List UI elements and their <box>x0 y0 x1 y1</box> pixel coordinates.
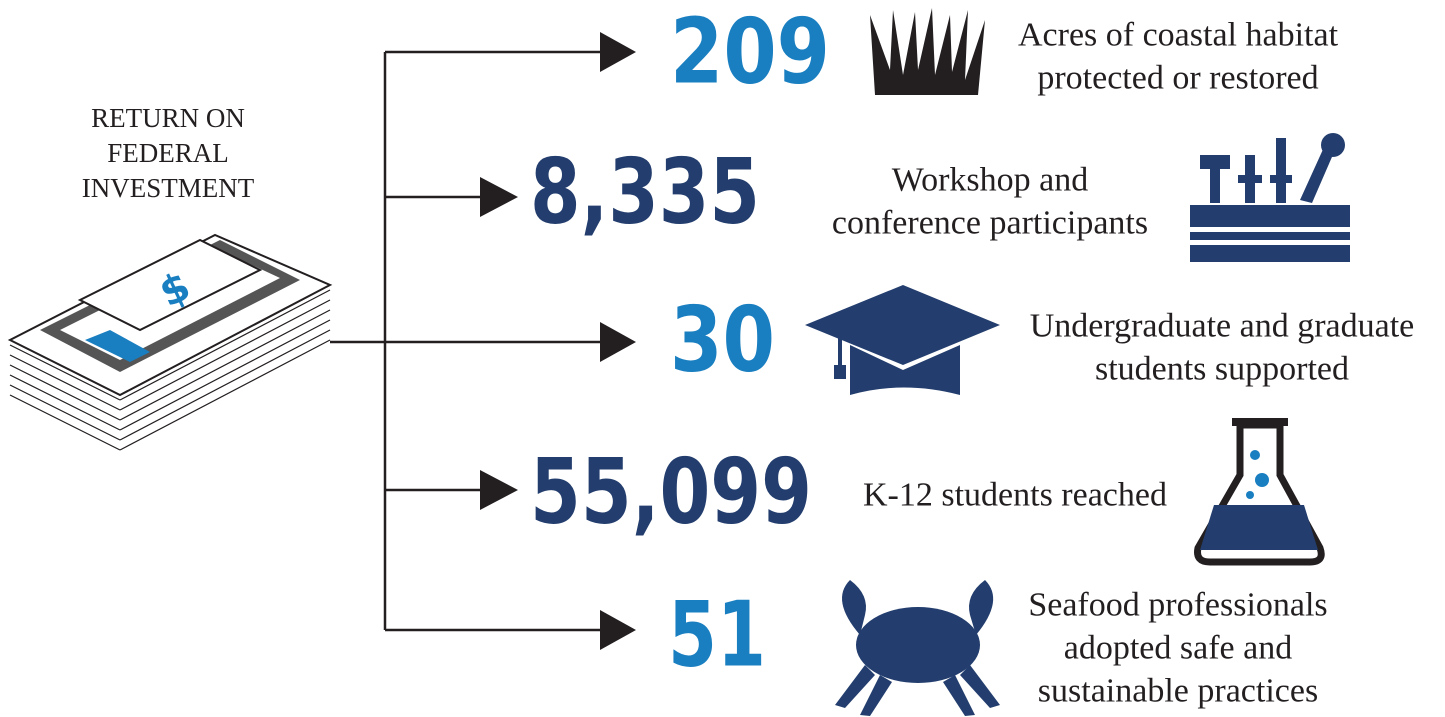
connectors <box>330 32 636 650</box>
stat-description: adopted safe and <box>1064 630 1292 667</box>
stat-description: conference participants <box>832 205 1148 242</box>
stat-description: Undergraduate and graduate <box>1030 308 1415 345</box>
crab-icon <box>835 580 1000 716</box>
stat-value: 55,099 <box>530 440 812 545</box>
title-line: INVESTMENT <box>82 173 255 203</box>
stat-value: 51 <box>668 583 766 688</box>
grass-icon <box>870 8 985 95</box>
title-line: FEDERAL <box>107 138 229 168</box>
flask-icon <box>1198 418 1322 562</box>
stat-description: Workshop and <box>892 162 1089 199</box>
stat-value: 30 <box>670 288 775 393</box>
stat-value: 209 <box>670 0 830 105</box>
stat-description: protected or restored <box>1037 60 1318 97</box>
stat-description: sustainable practices <box>1038 673 1318 710</box>
toolbox-icon <box>1190 133 1350 262</box>
stat-value: 8,335 <box>530 140 760 245</box>
stat-description: Acres of coastal habitat <box>1018 17 1339 54</box>
infographic: $ RETU <box>0 0 1445 717</box>
title-line: RETURN ON <box>91 103 245 133</box>
stat-description: K-12 students reached <box>863 477 1167 514</box>
stat-description: students supported <box>1095 351 1349 388</box>
graduation-cap-icon <box>805 285 1000 395</box>
stat-description: Seafood professionals <box>1028 587 1327 624</box>
